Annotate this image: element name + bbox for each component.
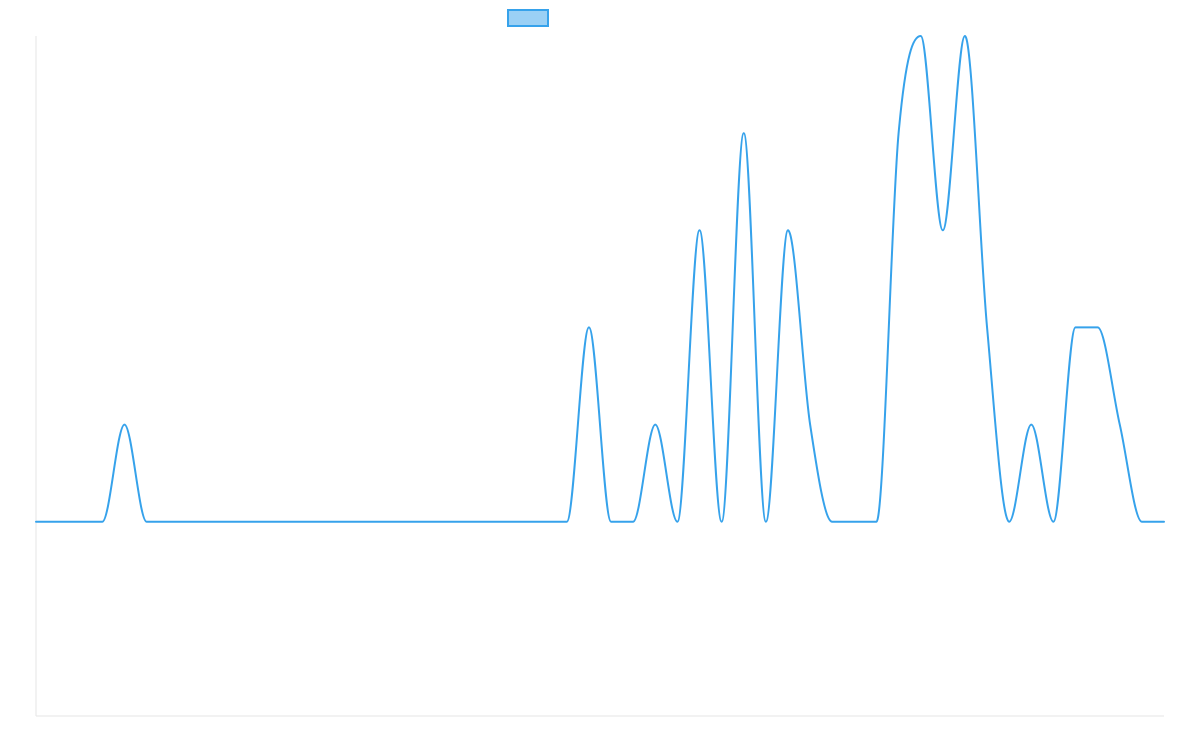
data-point[interactable] [144, 519, 150, 525]
data-point[interactable] [343, 519, 349, 525]
data-point[interactable] [630, 519, 636, 525]
data-point[interactable] [873, 519, 879, 525]
data-point[interactable] [741, 130, 747, 136]
data-point[interactable] [719, 519, 725, 525]
data-point[interactable] [1028, 422, 1034, 428]
data-point[interactable] [166, 519, 172, 525]
data-point[interactable] [33, 519, 39, 525]
data-point[interactable] [697, 227, 703, 233]
data-point[interactable] [896, 130, 902, 136]
data-point[interactable] [940, 227, 946, 233]
data-point[interactable] [387, 519, 393, 525]
data-point[interactable] [497, 519, 503, 525]
series-group [33, 33, 1167, 525]
data-point[interactable] [520, 519, 526, 525]
data-point[interactable] [829, 519, 835, 525]
data-point[interactable] [785, 227, 791, 233]
data-point[interactable] [321, 519, 327, 525]
data-point[interactable] [453, 519, 459, 525]
data-point[interactable] [763, 519, 769, 525]
data-point[interactable] [652, 422, 658, 428]
data-point[interactable] [807, 422, 813, 428]
data-point[interactable] [99, 519, 105, 525]
data-point[interactable] [962, 33, 968, 39]
series-line [35, 35, 1165, 523]
data-point[interactable] [210, 519, 216, 525]
data-point[interactable] [232, 519, 238, 525]
data-point[interactable] [431, 519, 437, 525]
data-point[interactable] [851, 519, 857, 525]
legend[interactable] [507, 9, 549, 27]
data-point[interactable] [1095, 324, 1101, 330]
data-point[interactable] [1161, 519, 1167, 525]
data-point[interactable] [365, 519, 371, 525]
data-point[interactable] [564, 519, 570, 525]
data-point[interactable] [1050, 519, 1056, 525]
data-point[interactable] [254, 519, 260, 525]
data-point[interactable] [1139, 519, 1145, 525]
legend-swatch[interactable] [507, 9, 549, 27]
data-point[interactable] [1006, 519, 1012, 525]
data-point[interactable] [1117, 422, 1123, 428]
data-point[interactable] [542, 519, 548, 525]
data-point[interactable] [1073, 324, 1079, 330]
data-point[interactable] [409, 519, 415, 525]
data-point[interactable] [674, 519, 680, 525]
data-point[interactable] [984, 324, 990, 330]
data-point[interactable] [298, 519, 304, 525]
data-point[interactable] [918, 33, 924, 39]
data-point[interactable] [276, 519, 282, 525]
data-point[interactable] [55, 519, 61, 525]
data-point[interactable] [188, 519, 194, 525]
data-point[interactable] [121, 422, 127, 428]
data-point[interactable] [475, 519, 481, 525]
data-point[interactable] [77, 519, 83, 525]
data-point[interactable] [586, 324, 592, 330]
data-point[interactable] [608, 519, 614, 525]
